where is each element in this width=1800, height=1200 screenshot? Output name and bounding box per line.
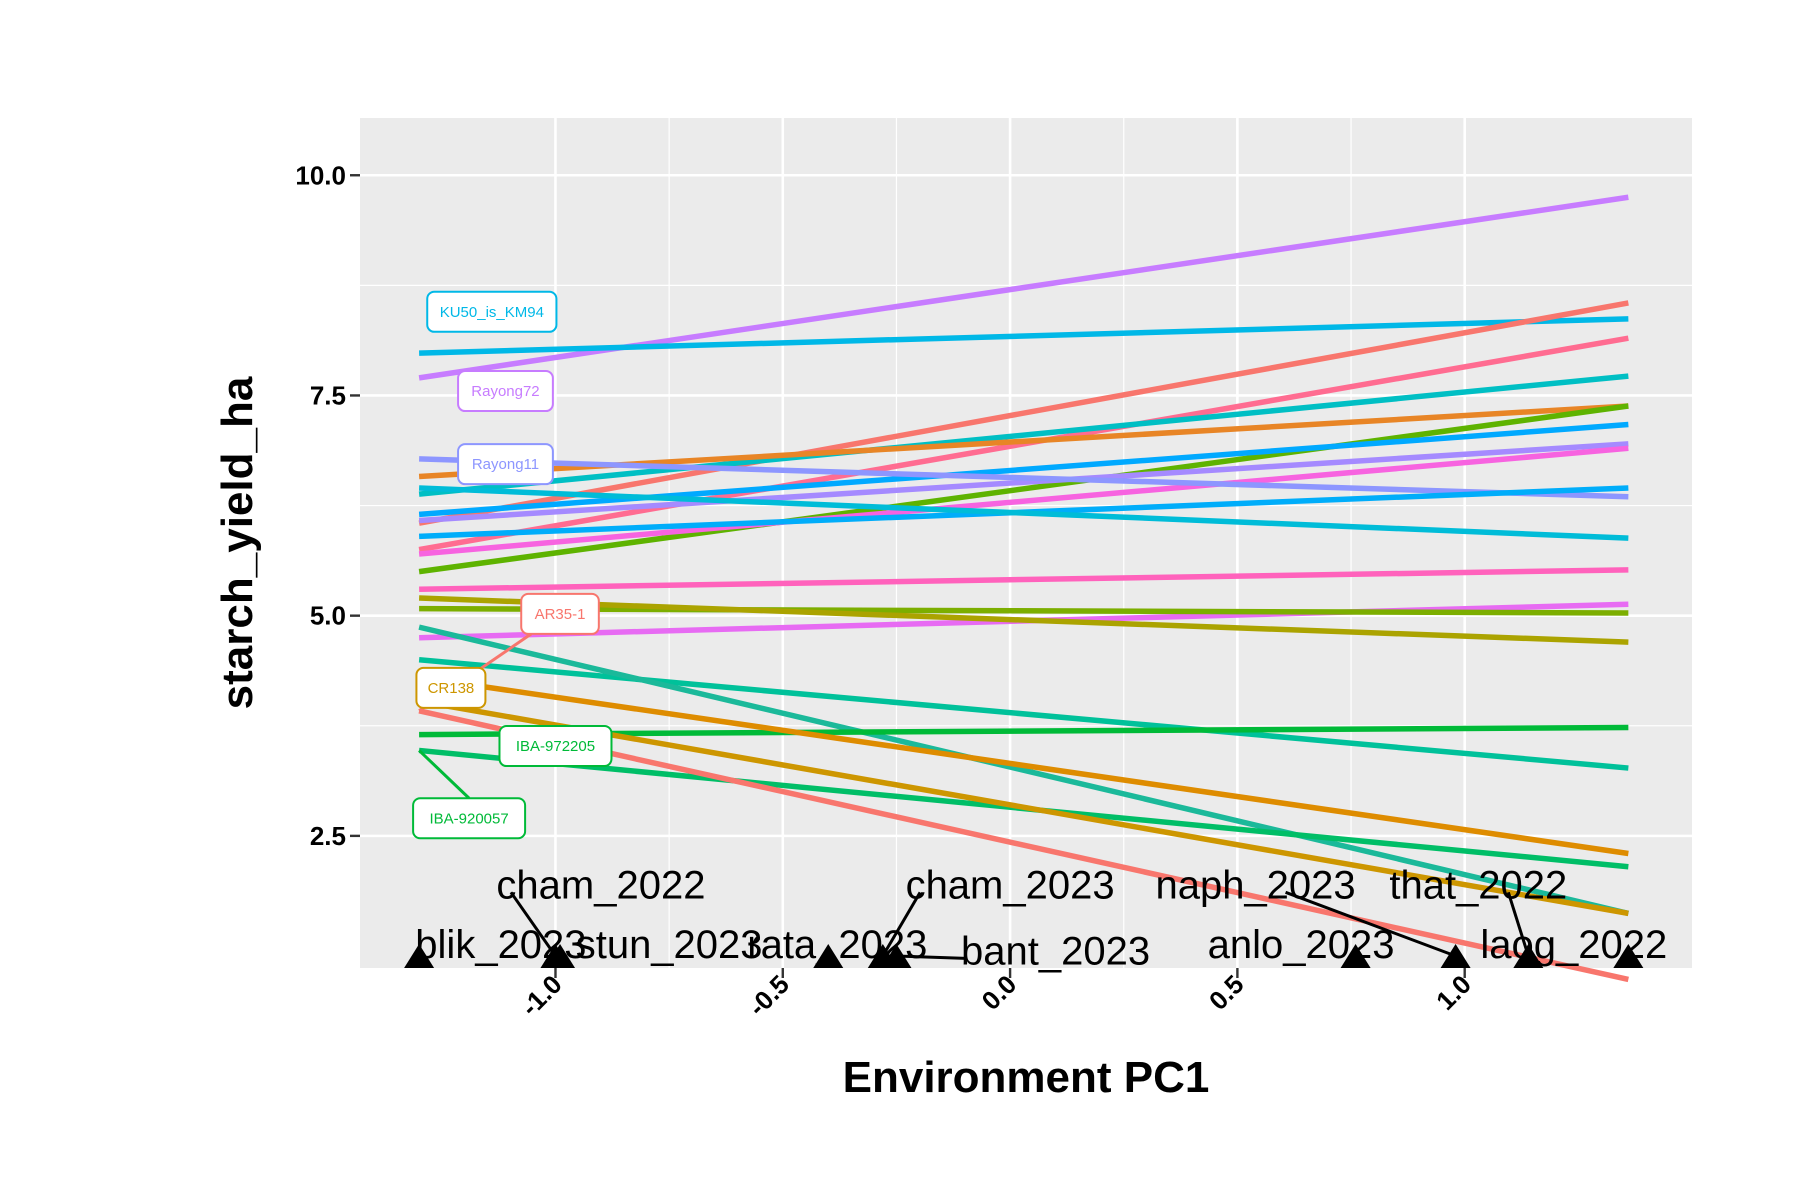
series-line-18 bbox=[418, 624, 1629, 917]
genotype-label-box bbox=[426, 290, 558, 333]
y-axis-title: starch_yield_ha bbox=[213, 376, 262, 709]
environment-marker-layer: blik_2023cham_2022stun_2023rata_2023cham… bbox=[404, 863, 1667, 973]
genotype-label-box bbox=[457, 370, 554, 413]
environment-marker bbox=[545, 944, 576, 968]
x-tick-label: 1.0 bbox=[1430, 969, 1477, 1016]
genotype-label-box bbox=[415, 666, 487, 709]
genotype-label-layer: KU50_is_KM94 Rayong72 Rayong11 AR35-1 CR138 I… bbox=[412, 290, 613, 840]
y-tick-label: 10.0 bbox=[295, 160, 346, 190]
genotype-label: IBA-972205 bbox=[516, 738, 595, 755]
genotype-label: CR138 bbox=[428, 680, 475, 697]
series-line-12 bbox=[418, 485, 1629, 541]
environment-marker bbox=[813, 944, 844, 968]
environment-marker bbox=[1613, 944, 1644, 968]
series-line-1 bbox=[419, 316, 1629, 356]
environment-leader bbox=[1506, 891, 1530, 957]
x-tick-label: -0.5 bbox=[742, 969, 795, 1022]
environment-leader bbox=[881, 891, 922, 957]
environment-label: stun_2023 bbox=[576, 923, 763, 967]
environment-label: that_2022 bbox=[1389, 863, 1567, 907]
grid-minor bbox=[360, 118, 1692, 968]
series-line-23 bbox=[418, 708, 1629, 983]
genotype-label-box bbox=[498, 725, 613, 768]
series-line-15 bbox=[419, 605, 1629, 616]
series-line-9 bbox=[418, 445, 1629, 557]
series-line-6 bbox=[418, 403, 1629, 575]
environment-label: cham_2023 bbox=[906, 863, 1115, 907]
series-line-16 bbox=[418, 595, 1629, 645]
environment-leader bbox=[1285, 890, 1457, 958]
genotype-label-leader bbox=[418, 749, 471, 800]
genotype-label-box bbox=[520, 592, 600, 635]
environment-leader bbox=[509, 891, 557, 957]
panel-background bbox=[360, 118, 1692, 968]
x-tick-label: 0.0 bbox=[976, 969, 1023, 1016]
environment-marker bbox=[1340, 944, 1371, 968]
environment-marker bbox=[881, 944, 912, 968]
genotype-label: KU50_is_KM94 bbox=[440, 304, 544, 321]
series-line-21 bbox=[418, 674, 1629, 857]
genotype-label: Rayong11 bbox=[472, 456, 539, 473]
genotype-label: Rayong72 bbox=[471, 383, 539, 400]
environment-leader bbox=[896, 954, 966, 960]
y-tick-label: 2.5 bbox=[310, 821, 346, 851]
series-line-22 bbox=[418, 698, 1629, 917]
x-axis-title: Environment PC1 bbox=[843, 1053, 1210, 1102]
series-line-8 bbox=[418, 441, 1629, 524]
environment-label: naph_2023 bbox=[1155, 863, 1355, 907]
series-line-13 bbox=[419, 567, 1629, 592]
environment-marker bbox=[1440, 944, 1471, 968]
environment-label: bant_2023 bbox=[961, 929, 1150, 973]
grid-major bbox=[360, 118, 1692, 968]
y-tick-label: 5.0 bbox=[310, 601, 346, 631]
x-tick-label: 0.5 bbox=[1203, 969, 1250, 1016]
x-tick-label: -1.0 bbox=[515, 969, 568, 1022]
series-layer bbox=[418, 194, 1629, 983]
environment-marker bbox=[404, 944, 435, 968]
genotype-label-box bbox=[412, 797, 527, 840]
series-line-19 bbox=[419, 724, 1629, 738]
series-line-2 bbox=[418, 300, 1629, 526]
series-line-10 bbox=[419, 456, 1629, 500]
series-line-7 bbox=[418, 421, 1629, 518]
environment-label: laog_2022 bbox=[1480, 923, 1667, 967]
genotype-label-box bbox=[457, 443, 554, 486]
genotype-label: AR35-1 bbox=[535, 606, 586, 623]
series-line-4 bbox=[418, 373, 1629, 497]
environment-label: anlo_2023 bbox=[1208, 923, 1395, 967]
environment-label: cham_2022 bbox=[496, 863, 705, 907]
genotype-label: IBA-920057 bbox=[429, 810, 508, 827]
y-tick-label: 7.5 bbox=[310, 380, 346, 410]
environment-marker bbox=[1513, 944, 1544, 968]
series-line-17 bbox=[418, 656, 1629, 771]
